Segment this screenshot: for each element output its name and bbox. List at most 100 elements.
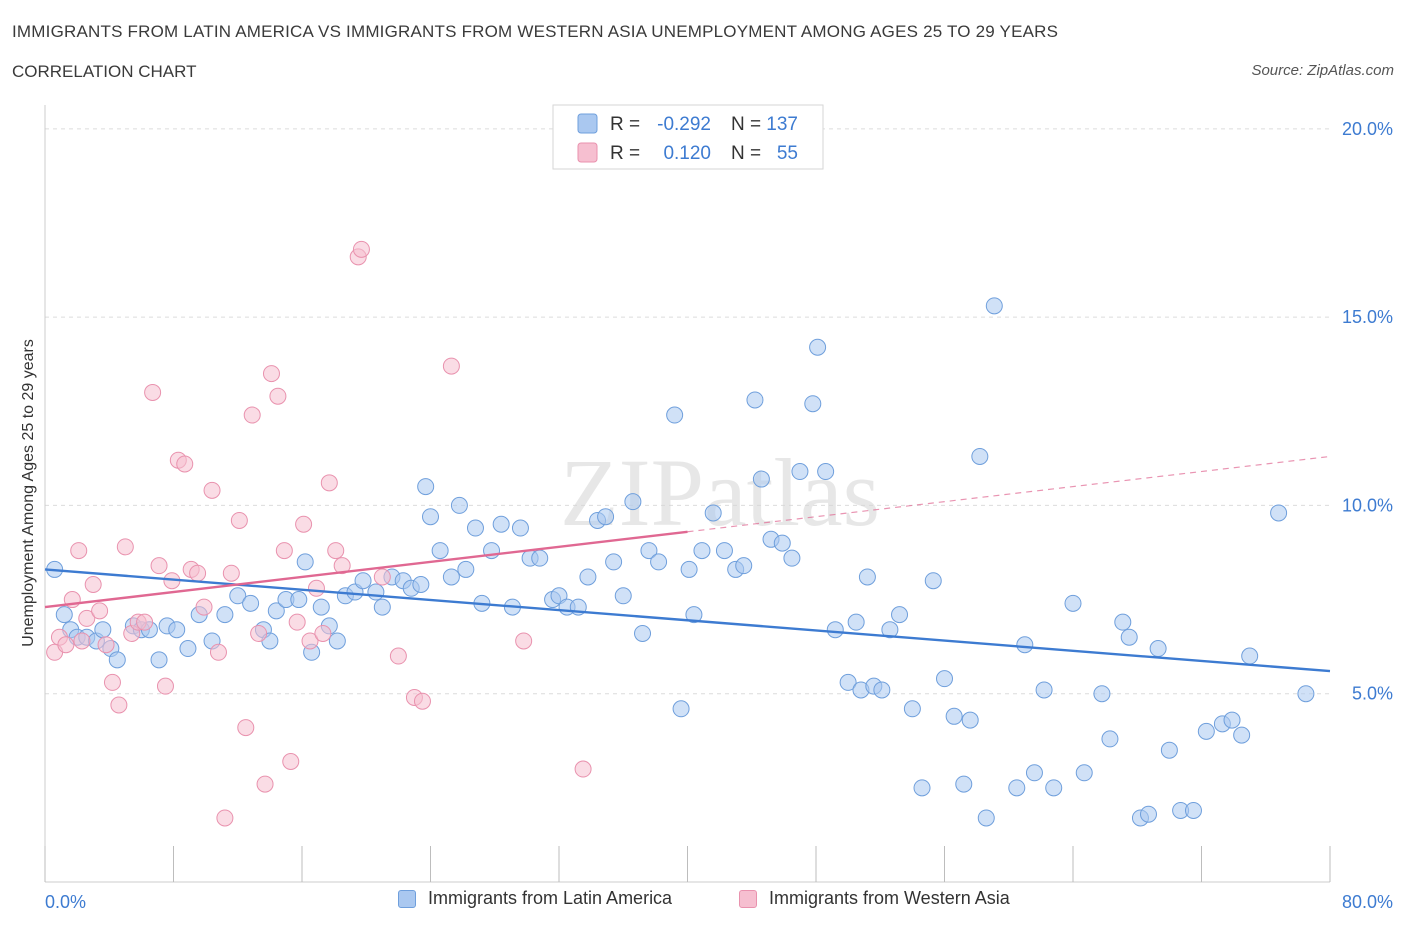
data-point-blue	[1075, 764, 1093, 782]
data-point-blue	[229, 587, 247, 605]
legend-bottom: Immigrants from Latin America Immigrants…	[0, 888, 1406, 918]
legend-swatch-pink	[577, 142, 598, 163]
y-tick-label: 5.0%	[1352, 684, 1393, 704]
data-point-blue	[752, 470, 770, 488]
data-point-pink	[116, 538, 134, 556]
data-point-blue	[924, 572, 942, 590]
data-point-pink	[262, 365, 280, 383]
data-point-blue	[1241, 647, 1259, 665]
data-point-pink	[413, 692, 431, 710]
data-point-pink	[269, 387, 287, 405]
chart-subtitle: CORRELATION CHART	[12, 62, 197, 81]
data-point-blue	[1139, 805, 1157, 823]
data-point-pink	[333, 557, 351, 575]
data-point-blue	[290, 591, 308, 609]
data-point-pink	[327, 542, 345, 560]
legend-n-value-blue: 137	[766, 114, 798, 135]
data-point-blue	[296, 553, 314, 571]
data-point-blue	[1197, 722, 1215, 740]
data-point-blue	[1045, 779, 1063, 797]
data-point-blue	[216, 606, 234, 624]
chart-title: IMMIGRANTS FROM LATIN AMERICA VS IMMIGRA…	[12, 22, 1059, 41]
data-point-blue	[492, 515, 510, 533]
data-point-blue	[1149, 640, 1167, 658]
data-point-blue	[847, 613, 865, 631]
data-point-blue	[977, 809, 995, 827]
data-point-blue	[945, 707, 963, 725]
data-point-blue	[442, 568, 460, 586]
data-point-blue	[417, 478, 435, 496]
data-point-blue	[903, 700, 921, 718]
data-point-pink	[320, 474, 338, 492]
data-point-blue	[367, 583, 385, 601]
data-point-blue	[704, 504, 722, 522]
data-point-blue	[412, 575, 430, 593]
data-point-blue	[913, 779, 931, 797]
data-point-blue	[466, 519, 484, 537]
grid-layer	[45, 128, 1330, 695]
data-point-pink	[256, 775, 274, 793]
data-point-pink	[189, 564, 207, 582]
data-point-pink	[314, 624, 332, 642]
x-tick-label: 0.0%	[45, 892, 86, 912]
data-point-blue	[450, 496, 468, 514]
legend-top: R = -0.292 N = 137 R = 0.120 N = 55	[552, 104, 824, 170]
data-point-pink	[222, 564, 240, 582]
legend-swatch-western-asia	[739, 889, 757, 908]
data-point-blue	[431, 542, 449, 560]
data-point-blue	[1233, 726, 1251, 744]
x-tick-label: 80.0%	[1342, 892, 1393, 912]
data-point-pink	[288, 613, 306, 631]
data-point-blue	[614, 587, 632, 605]
data-point-blue	[817, 463, 835, 481]
data-point-pink	[230, 511, 248, 529]
data-point-pink	[195, 598, 213, 616]
data-point-pink	[442, 357, 460, 375]
data-point-blue	[873, 681, 891, 699]
data-point-pink	[84, 575, 102, 593]
legend-label-western-asia: Immigrants from Western Asia	[769, 888, 1010, 908]
data-point-pink	[136, 613, 154, 631]
data-point-blue	[605, 553, 623, 571]
legend-label-latin-america: Immigrants from Latin America	[428, 888, 673, 908]
data-point-blue	[354, 572, 372, 590]
data-point-blue	[579, 568, 597, 586]
data-point-pink	[150, 557, 168, 575]
tick-labels: 5.0% 10.0% 15.0% 20.0% 0.0% 80.0%	[45, 119, 1393, 912]
data-point-pink	[389, 647, 407, 665]
data-point-pink	[156, 677, 174, 695]
data-point-pink	[73, 632, 91, 650]
axis-layer	[44, 105, 1331, 883]
data-point-pink	[515, 632, 533, 650]
data-point-blue	[1025, 764, 1043, 782]
legend-swatch-latin-america	[398, 889, 416, 908]
data-point-pink	[282, 752, 300, 770]
data-point-blue	[693, 542, 711, 560]
data-point-blue	[597, 508, 615, 526]
y-tick-label: 10.0%	[1342, 495, 1393, 515]
data-point-pink	[176, 455, 194, 473]
trend-line-pink	[44, 530, 688, 609]
data-point-blue	[373, 598, 391, 616]
data-point-blue	[1101, 730, 1119, 748]
data-point-blue	[1008, 779, 1026, 797]
data-point-pink	[307, 579, 325, 597]
data-point-blue	[672, 700, 690, 718]
data-point-pink	[250, 624, 268, 642]
data-point-pink	[237, 719, 255, 737]
data-point-blue	[1184, 801, 1202, 819]
watermark: ZIPatlas	[560, 439, 880, 546]
data-point-blue	[267, 602, 285, 620]
data-point-blue	[826, 621, 844, 639]
data-point-blue	[168, 621, 186, 639]
data-point-blue	[666, 406, 684, 424]
data-point-blue	[680, 560, 698, 578]
data-point-blue	[108, 651, 126, 669]
legend-r-label-blue: R =	[610, 114, 640, 135]
trend-line-extension-pink	[687, 455, 1331, 533]
data-point-blue	[640, 542, 658, 560]
data-point-blue	[1064, 594, 1082, 612]
data-point-blue	[858, 568, 876, 586]
y-tick-label: 15.0%	[1342, 307, 1393, 327]
data-point-blue	[971, 447, 989, 465]
